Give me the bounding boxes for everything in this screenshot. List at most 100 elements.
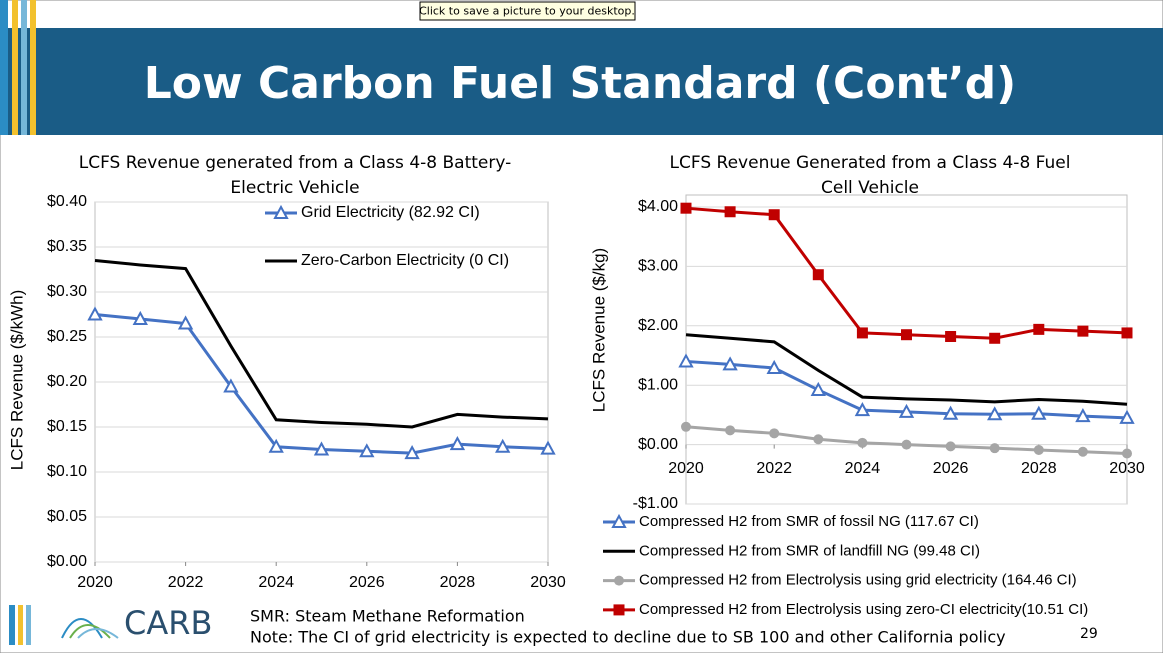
marker [989, 443, 1000, 454]
marker [987, 406, 1003, 421]
marker [404, 445, 420, 460]
marker [769, 428, 780, 439]
marker [1033, 323, 1045, 335]
x-tick-label: 2028 [1021, 460, 1057, 477]
stripe [30, 0, 36, 135]
legend-label: Compressed H2 from SMR of fossil NG (117… [639, 513, 979, 530]
y-tick-label: $0.10 [47, 463, 87, 480]
marker [359, 443, 375, 458]
page-number: 29 [1080, 626, 1098, 642]
marker [725, 425, 736, 436]
x-tick-label: 2022 [756, 460, 792, 477]
chart-title: LCFS Revenue Generated from a Class 4-8 … [670, 153, 1071, 173]
title-banner [0, 28, 1163, 135]
marker [856, 327, 868, 339]
marker [810, 381, 826, 396]
marker [1075, 407, 1091, 423]
stripe [18, 605, 23, 645]
x-tick-label: 2024 [258, 574, 294, 591]
stripe [9, 605, 15, 645]
marker [495, 438, 511, 453]
marker [813, 434, 824, 445]
marker [313, 441, 330, 456]
y-tick-label: $0.00 [47, 553, 87, 570]
x-tick-label: 2022 [168, 574, 204, 591]
chart-title: LCFS Revenue generated from a Class 4-8 … [79, 153, 512, 173]
y-tick-label: $4.00 [638, 198, 678, 215]
marker [680, 202, 692, 214]
logo-text: CARB [124, 604, 212, 642]
y-tick-label: $0.25 [47, 328, 87, 345]
y-tick-label: $0.30 [47, 283, 87, 300]
marker [724, 206, 736, 218]
x-tick-label: 2030 [1109, 460, 1145, 477]
y-tick-label: $0.05 [47, 508, 87, 525]
marker [901, 329, 912, 341]
marker [1121, 327, 1133, 339]
x-tick-label: 2026 [933, 460, 969, 477]
legend-label: Zero-Carbon Electricity (0 CI) [301, 252, 509, 269]
legend-marker [613, 604, 625, 616]
y-tick-label: $3.00 [638, 258, 678, 275]
legend-label: Compressed H2 from Electrolysis using gr… [639, 572, 1077, 589]
marker [1031, 405, 1047, 420]
y-tick-label: $0.15 [47, 418, 87, 435]
x-tick-label: 2026 [349, 574, 385, 591]
legend-label: Compressed H2 from Electrolysis using ze… [639, 601, 1088, 618]
marker [681, 421, 691, 432]
series-line [94, 259, 549, 429]
marker [87, 306, 103, 321]
tooltip-box [419, 1, 636, 21]
marker [449, 436, 466, 451]
footer-note: Note: The CI of grid electricity is expe… [250, 628, 1006, 647]
y-axis-label: LCFS Revenue ($/kWh) [7, 290, 26, 470]
marker [1033, 444, 1044, 455]
legend-marker [614, 575, 624, 586]
carb-logo-icon [61, 618, 119, 639]
slide-title: Low Carbon Fuel Standard (Cont’d) [144, 58, 1016, 109]
series-line [685, 333, 1128, 406]
marker [854, 402, 871, 417]
stripe [21, 0, 27, 135]
y-tick-label: $0.20 [47, 373, 87, 390]
y-tick-label: $0.35 [47, 238, 87, 255]
marker [1119, 409, 1135, 424]
marker [945, 441, 956, 452]
marker [1077, 325, 1089, 337]
marker [942, 405, 959, 420]
marker [722, 356, 738, 371]
marker [223, 378, 239, 393]
marker [132, 310, 148, 325]
tooltip: Click to save a picture to your desktop. [419, 5, 635, 18]
marker [177, 315, 194, 330]
stripe [26, 605, 31, 645]
marker [766, 359, 782, 374]
x-tick-label: 2020 [77, 574, 113, 591]
marker [857, 437, 868, 448]
y-tick-label: $1.00 [638, 376, 678, 393]
marker [812, 269, 824, 281]
y-tick-label: $0.40 [47, 193, 87, 210]
y-tick-label: $0.00 [638, 436, 678, 453]
legend-marker [273, 204, 289, 219]
marker [989, 332, 1001, 344]
marker [268, 438, 284, 453]
marker [1122, 448, 1132, 459]
marker [945, 330, 957, 342]
marker [901, 439, 912, 450]
legend-marker [611, 513, 627, 528]
marker [1077, 446, 1088, 457]
x-tick-label: 2020 [668, 460, 704, 477]
y-axis-label: LCFS Revenue ($/kg) [589, 248, 608, 412]
x-tick-label: 2024 [845, 460, 881, 477]
footer-note: SMR: Steam Methane Reformation [250, 607, 525, 626]
stripe [12, 0, 18, 135]
marker [678, 353, 694, 368]
y-tick-label: -$1.00 [633, 495, 678, 512]
legend-label: Grid Electricity (82.92 CI) [301, 204, 480, 221]
y-tick-label: $2.00 [638, 317, 678, 334]
stripe [0, 0, 8, 135]
marker [898, 403, 915, 418]
legend-label: Compressed H2 from SMR of landfill NG (9… [639, 542, 980, 559]
